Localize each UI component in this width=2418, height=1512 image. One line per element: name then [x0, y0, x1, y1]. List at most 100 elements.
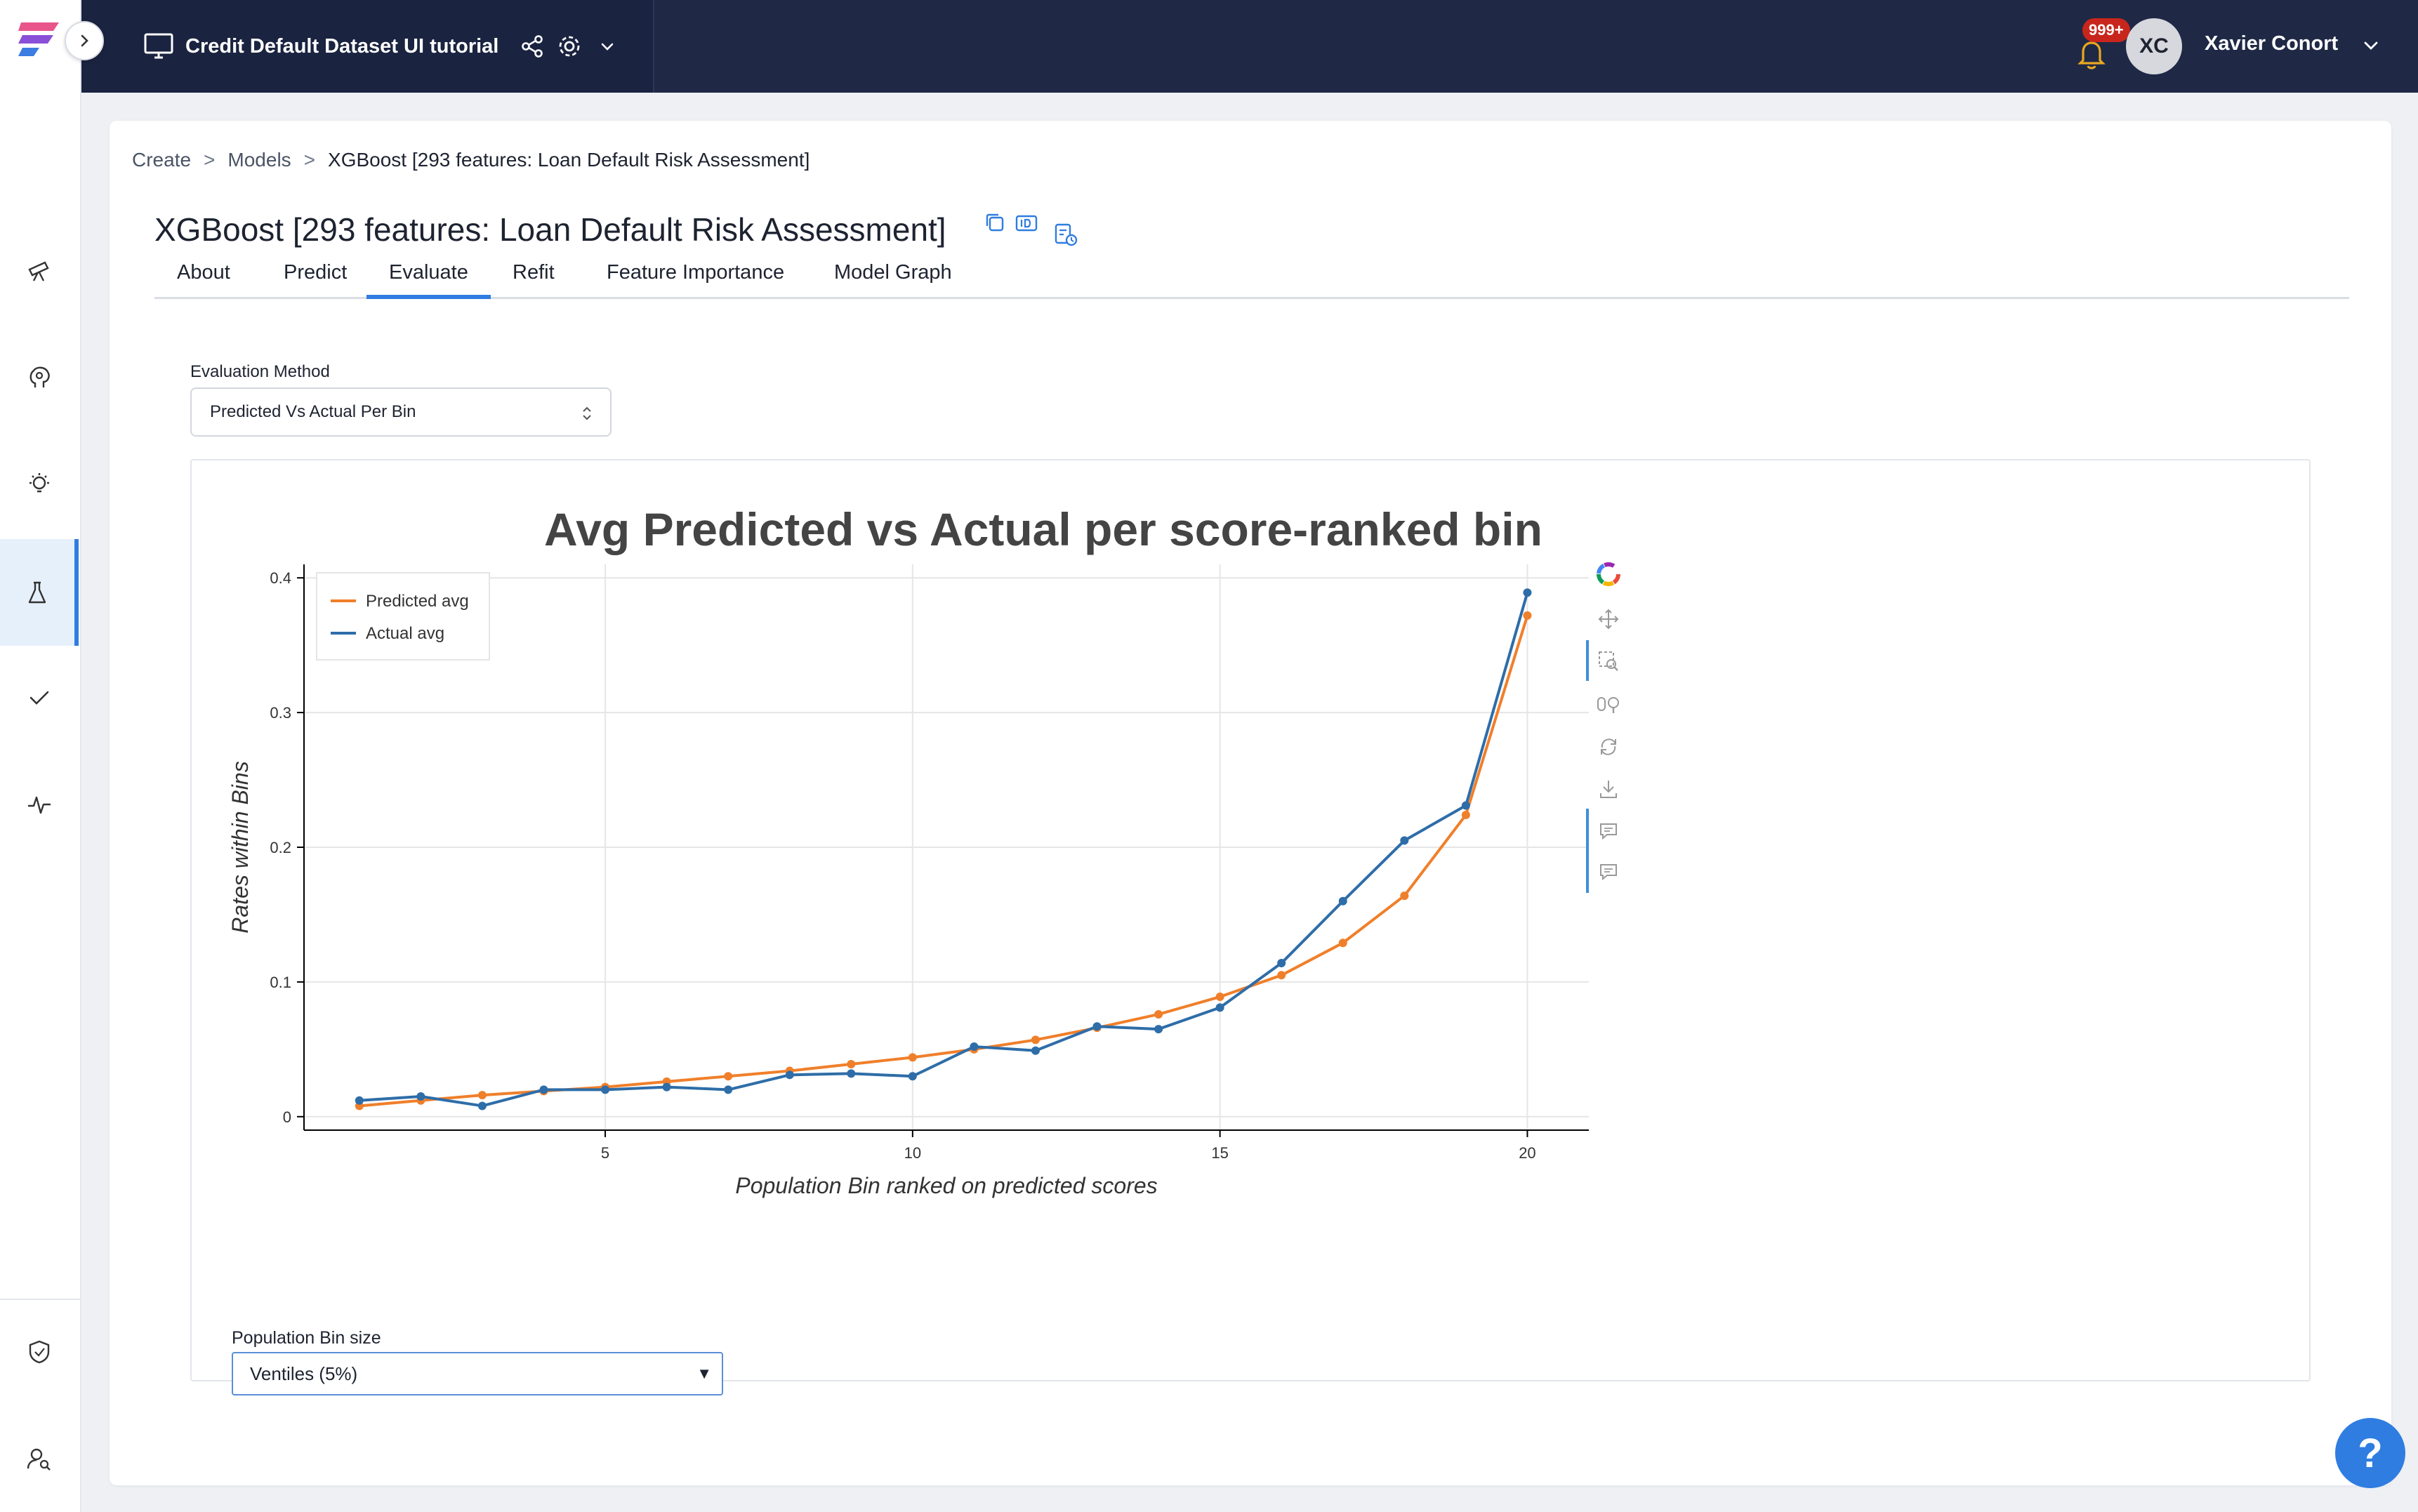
population-bin-select[interactable]: Ventiles (5%) ▼: [232, 1352, 723, 1395]
data-point-actual: [785, 1070, 794, 1080]
x-tick-label: 10: [904, 1144, 921, 1162]
gear-icon[interactable]: [556, 33, 583, 60]
tab-model-graph[interactable]: Model Graph: [834, 261, 952, 284]
legend-label: Actual avg: [366, 624, 444, 643]
tab-predict[interactable]: Predict: [284, 261, 348, 284]
data-point-predicted: [477, 1091, 487, 1100]
avatar[interactable]: XC: [2126, 18, 2182, 74]
breadcrumb-models[interactable]: Models: [227, 149, 291, 171]
chevron-down-icon[interactable]: [598, 37, 616, 55]
sidebar-item-validation[interactable]: [0, 670, 79, 726]
tab-feature-importance[interactable]: Feature Importance: [607, 261, 785, 284]
sidebar-item-models[interactable]: [0, 350, 79, 406]
data-point-predicted: [1031, 1035, 1040, 1045]
population-bin-label: Population Bin size: [232, 1328, 381, 1348]
data-point-predicted: [1215, 993, 1224, 1002]
wheel-zoom-tool-button[interactable]: [1592, 688, 1625, 722]
tab-refit[interactable]: Refit: [513, 261, 555, 284]
legend-box: [316, 572, 490, 661]
sidebar-item-insights[interactable]: [0, 456, 79, 512]
x-tick-label: 20: [1519, 1144, 1535, 1162]
data-point-actual: [970, 1042, 979, 1052]
tab-evaluate[interactable]: Evaluate: [366, 258, 491, 299]
hover-tool-button[interactable]: [1592, 814, 1625, 848]
monitor-icon: [144, 33, 173, 59]
data-point-actual: [1400, 836, 1409, 845]
box-zoom-tool-button[interactable]: [1592, 644, 1625, 678]
help-button[interactable]: ?: [2335, 1418, 2405, 1488]
breadcrumb-separator: >: [204, 149, 216, 171]
project-selector[interactable]: Credit Default Dataset UI tutorial: [81, 0, 654, 93]
y-tick-label: 0.1: [270, 974, 291, 991]
save-tool-button[interactable]: [1592, 772, 1625, 806]
breadcrumb-separator: >: [303, 149, 316, 171]
sidebar-item-experiments[interactable]: [0, 539, 79, 646]
hover-tool-button-2[interactable]: [1592, 855, 1625, 889]
model-tabs: About Predict Evaluate Refit Feature Imp…: [154, 258, 2349, 299]
x-tick-label: 5: [601, 1144, 609, 1162]
page-title: XGBoost [293 features: Loan Default Risk…: [154, 211, 946, 248]
data-point-actual: [1461, 801, 1470, 810]
series-line-predicted: [359, 615, 1529, 1108]
app-logo-icon[interactable]: [15, 17, 65, 62]
user-name[interactable]: Xavier Conort: [2205, 32, 2339, 55]
sidebar-item-governance[interactable]: [0, 1324, 79, 1380]
plot-toolbar: [1586, 559, 1628, 910]
clipboard-clock-icon[interactable]: [1052, 220, 1080, 248]
data-point-predicted: [1154, 1009, 1163, 1019]
rail-divider: [0, 1299, 80, 1300]
comment-icon: [1600, 823, 1617, 840]
lightbulb-icon: [29, 473, 49, 493]
id-badge-icon[interactable]: [1014, 211, 1039, 236]
checkmark-icon: [29, 691, 49, 705]
plot-logo-icon[interactable]: [1593, 559, 1624, 590]
user-search-icon: [27, 1448, 51, 1471]
data-point-actual: [908, 1072, 917, 1081]
top-bar: Credit Default Dataset UI tutorial 999+ …: [81, 0, 2418, 93]
comment-icon: [1600, 864, 1617, 881]
data-point-predicted: [1277, 971, 1286, 980]
x-tick-label: 15: [1211, 1144, 1228, 1162]
line-chart[interactable]: 5 10 15 20 0 0.1 0.2 0.3 0.4 Population Bin ranke…: [192, 460, 1806, 1317]
notifications-button[interactable]: 999+: [2066, 18, 2130, 74]
reset-tool-button[interactable]: [1592, 730, 1625, 764]
active-tool-indicator: [1586, 640, 1589, 681]
breadcrumb-current: XGBoost [293 features: Loan Default Risk…: [328, 149, 810, 171]
user-menu-chevron-icon[interactable]: [2360, 35, 2381, 56]
sidebar-item-monitoring[interactable]: [0, 776, 79, 833]
y-tick-label: 0.3: [270, 704, 291, 722]
data-point-actual: [847, 1069, 856, 1078]
box-zoom-icon: [1599, 651, 1618, 671]
data-point-predicted: [1400, 891, 1409, 901]
population-bin-value: Ventiles (5%): [250, 1363, 358, 1384]
expand-sidebar-button[interactable]: [65, 21, 104, 60]
chevron-right-icon: [81, 34, 88, 47]
data-point-actual: [1154, 1025, 1163, 1034]
data-point-predicted: [908, 1053, 917, 1062]
sidebar-item-user-search[interactable]: [0, 1431, 79, 1487]
share-icon[interactable]: [520, 34, 545, 59]
data-point-actual: [601, 1085, 610, 1094]
data-point-actual: [477, 1101, 487, 1110]
select-updown-icon: [583, 406, 591, 420]
breadcrumb-create[interactable]: Create: [132, 149, 192, 171]
download-icon: [1600, 781, 1617, 798]
data-point-predicted: [1461, 810, 1470, 819]
data-point-actual: [1031, 1046, 1040, 1055]
data-point-predicted: [1338, 939, 1347, 948]
evaluation-method-select[interactable]: Predicted Vs Actual Per Bin: [190, 387, 612, 437]
data-point-actual: [355, 1096, 364, 1105]
activity-icon: [28, 796, 51, 814]
pan-tool-button[interactable]: [1592, 602, 1625, 636]
shield-icon: [29, 1340, 50, 1364]
sidebar-item-explore[interactable]: [0, 243, 79, 299]
refresh-icon: [1601, 738, 1616, 755]
telescope-icon: [28, 261, 49, 281]
tab-about[interactable]: About: [177, 261, 230, 284]
copy-icon[interactable]: [983, 211, 1008, 236]
y-tick-label: 0.2: [270, 839, 291, 856]
y-tick-label: 0.4: [270, 569, 291, 587]
bell-icon: [2077, 41, 2106, 69]
breadcrumb: Create > Models > XGBoost [293 features:…: [132, 149, 810, 171]
title-actions: [983, 211, 1080, 248]
